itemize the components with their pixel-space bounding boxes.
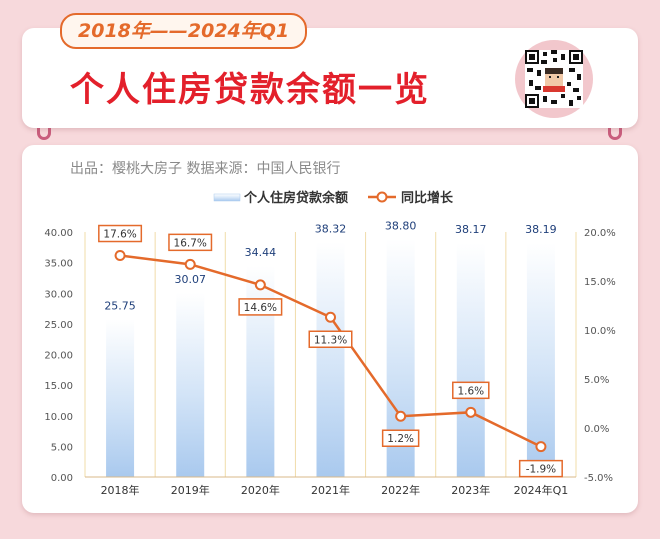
x-tick-label: 2018年 [101, 483, 140, 497]
page-title: 个人住房贷款余额一览 [70, 70, 430, 110]
bar [176, 292, 205, 477]
chart-legend: 个人住房贷款余额 同比增长 [213, 190, 454, 206]
legend-line-marker [376, 191, 388, 203]
y-left-tick-label: 25.00 [44, 320, 73, 331]
growth-label-box [381, 429, 420, 447]
growth-label-box [238, 298, 283, 316]
y-left-tick-label: 35.00 [44, 259, 73, 270]
bar-value-label: 25.75 [104, 299, 136, 312]
growth-label-box [168, 233, 213, 252]
bar [526, 243, 555, 477]
y-left-tick-label: 20.00 [44, 351, 73, 362]
bar [456, 243, 485, 477]
y-right-tick-label: 10.0% [584, 326, 616, 337]
legend-line-label: 同比增长 [401, 190, 454, 206]
bar-value-label: 38.32 [315, 222, 347, 235]
y-left-tick-label: 30.00 [44, 289, 73, 300]
growth-label-box [518, 459, 563, 478]
growth-point [325, 311, 336, 323]
y-left-tick-label: 0.00 [51, 473, 73, 484]
bar [106, 319, 135, 477]
bar-value-label: 38.80 [385, 219, 417, 232]
y-left-tick-label: 15.00 [44, 381, 73, 392]
x-tick-label: 2022年 [381, 483, 420, 497]
growth-point [395, 410, 407, 422]
bar [316, 242, 345, 477]
legend-bar-swatch [213, 193, 241, 202]
source-credit: 出品：樱桃大房子 数据来源：中国人民银行 [70, 161, 341, 177]
y-right-tick-label: 20.0% [584, 228, 616, 239]
growth-point [114, 250, 126, 262]
growth-value-label: 1.2% [387, 433, 414, 445]
y-left-tick-label: 40.00 [44, 228, 73, 239]
y-right-tick-label: 0.0% [584, 424, 609, 435]
bar-value-label: 38.19 [525, 223, 557, 236]
growth-point [184, 258, 196, 270]
growth-value-label: 16.7% [174, 237, 207, 249]
growth-value-label: 11.3% [314, 334, 347, 346]
growth-label-box [98, 224, 143, 243]
y-left-tick-label: 5.00 [51, 442, 73, 453]
growth-point [535, 441, 547, 453]
y-right-tick-label: 15.0% [584, 277, 616, 288]
qr-code-icon [525, 50, 583, 108]
growth-value-label: 14.6% [244, 302, 277, 314]
bar [246, 266, 275, 477]
bar-value-label: 38.17 [455, 223, 487, 236]
growth-value-label: -1.9% [526, 464, 556, 476]
growth-value-label: 17.6% [103, 229, 136, 241]
x-tick-label: 2021年 [311, 483, 350, 497]
bar-value-label: 34.44 [245, 246, 277, 259]
y-right-tick-label: 5.0% [584, 375, 609, 386]
growth-label-box [452, 381, 490, 400]
y-left-tick-label: 10.00 [44, 412, 73, 423]
bar-value-label: 30.07 [174, 273, 206, 286]
y-right-tick-label: -5.0% [584, 473, 613, 484]
x-tick-label: 2024年Q1 [514, 483, 569, 497]
x-tick-label: 2019年 [171, 483, 210, 497]
growth-value-label: 1.6% [457, 385, 484, 397]
legend-bar-label: 个人住房贷款余额 [243, 190, 348, 206]
x-tick-label: 2023年 [451, 483, 490, 497]
x-tick-label: 2020年 [241, 483, 280, 497]
growth-point [465, 406, 477, 418]
growth-label-box [308, 330, 353, 349]
period-badge: 2018年——2024年Q1 [60, 13, 308, 49]
growth-point [254, 279, 266, 291]
